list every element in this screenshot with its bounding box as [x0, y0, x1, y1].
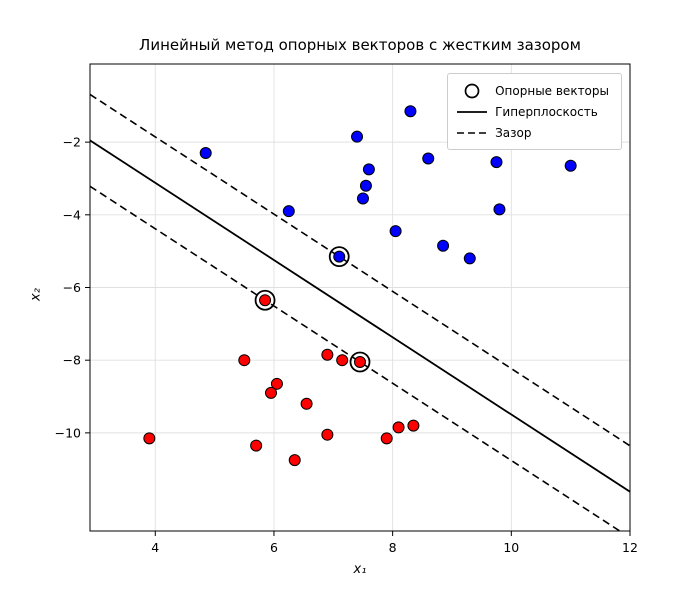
x-tick-label: 12 [622, 540, 638, 555]
data-point-class-negative [300, 397, 313, 410]
data-point-class-negative [250, 439, 263, 452]
data-point-class-negative [392, 421, 405, 434]
data-point-class-negative [270, 377, 283, 390]
data-point-class-negative [259, 294, 272, 307]
data-point-class-negative [288, 454, 301, 467]
data-point-class-positive [389, 225, 402, 238]
data-point-class-positive [490, 156, 503, 169]
y-tick-label: −8 [63, 353, 81, 368]
y-tick-label: −6 [63, 280, 81, 295]
dashed-line-icon [457, 131, 488, 134]
support-vector-ring [328, 246, 350, 268]
y-tick-label: −4 [63, 207, 81, 222]
data-point-class-positive [437, 239, 450, 252]
data-point-class-negative [354, 356, 366, 369]
support-vector-ring [349, 351, 371, 373]
solid-line-icon [457, 110, 488, 113]
data-point-class-negative [238, 354, 251, 367]
x-tick-label: 6 [270, 540, 278, 555]
data-point-class-positive [359, 179, 372, 192]
x-tick-label: 10 [503, 540, 519, 555]
data-point-class-positive [282, 205, 295, 218]
chart-title: Линейный метод опорных векторов с жестки… [139, 36, 581, 54]
legend-label-support-vectors: Опорные векторы [495, 83, 609, 98]
data-point-class-positive [362, 163, 375, 176]
data-point-class-negative [143, 432, 156, 445]
data-point-class-positive [199, 147, 212, 160]
legend-label-margin: Зазор [495, 125, 532, 140]
support-vector-ring [254, 289, 276, 311]
hyperplane-line [90, 139, 630, 493]
data-point-class-positive [351, 130, 364, 143]
data-point-class-negative [264, 386, 277, 399]
data-point-class-positive [463, 252, 476, 265]
y-tick-label: −10 [55, 425, 81, 440]
data-point-class-positive [422, 152, 435, 165]
data-point-class-negative [321, 428, 334, 441]
legend: Опорные векторы Гиперплоскость Зазор [447, 73, 622, 150]
data-point-class-negative [321, 348, 334, 361]
y-tick-label: −2 [63, 135, 81, 150]
data-point-class-positive [493, 203, 506, 216]
legend-label-hyperplane: Гиперплоскость [495, 104, 598, 119]
data-point-class-positive [333, 250, 346, 263]
data-point-class-positive [356, 192, 369, 205]
data-point-class-negative [407, 419, 420, 432]
x-tick-label: 4 [151, 540, 159, 555]
plot-border [89, 63, 631, 532]
y-axis-label: x₂ [28, 288, 44, 301]
open-circle-marker-icon [464, 83, 480, 98]
legend-entry-support-vectors: Опорные векторы [455, 80, 609, 101]
x-axis-label: x₁ [353, 562, 367, 577]
legend-entry-margin: Зазор [455, 122, 609, 143]
data-point-class-positive [404, 105, 417, 118]
data-point-class-negative [336, 354, 349, 367]
data-point-class-negative [380, 432, 393, 445]
data-point-class-positive [564, 159, 577, 172]
legend-entry-hyperplane: Гиперплоскость [455, 101, 609, 122]
x-tick-label: 8 [389, 540, 397, 555]
